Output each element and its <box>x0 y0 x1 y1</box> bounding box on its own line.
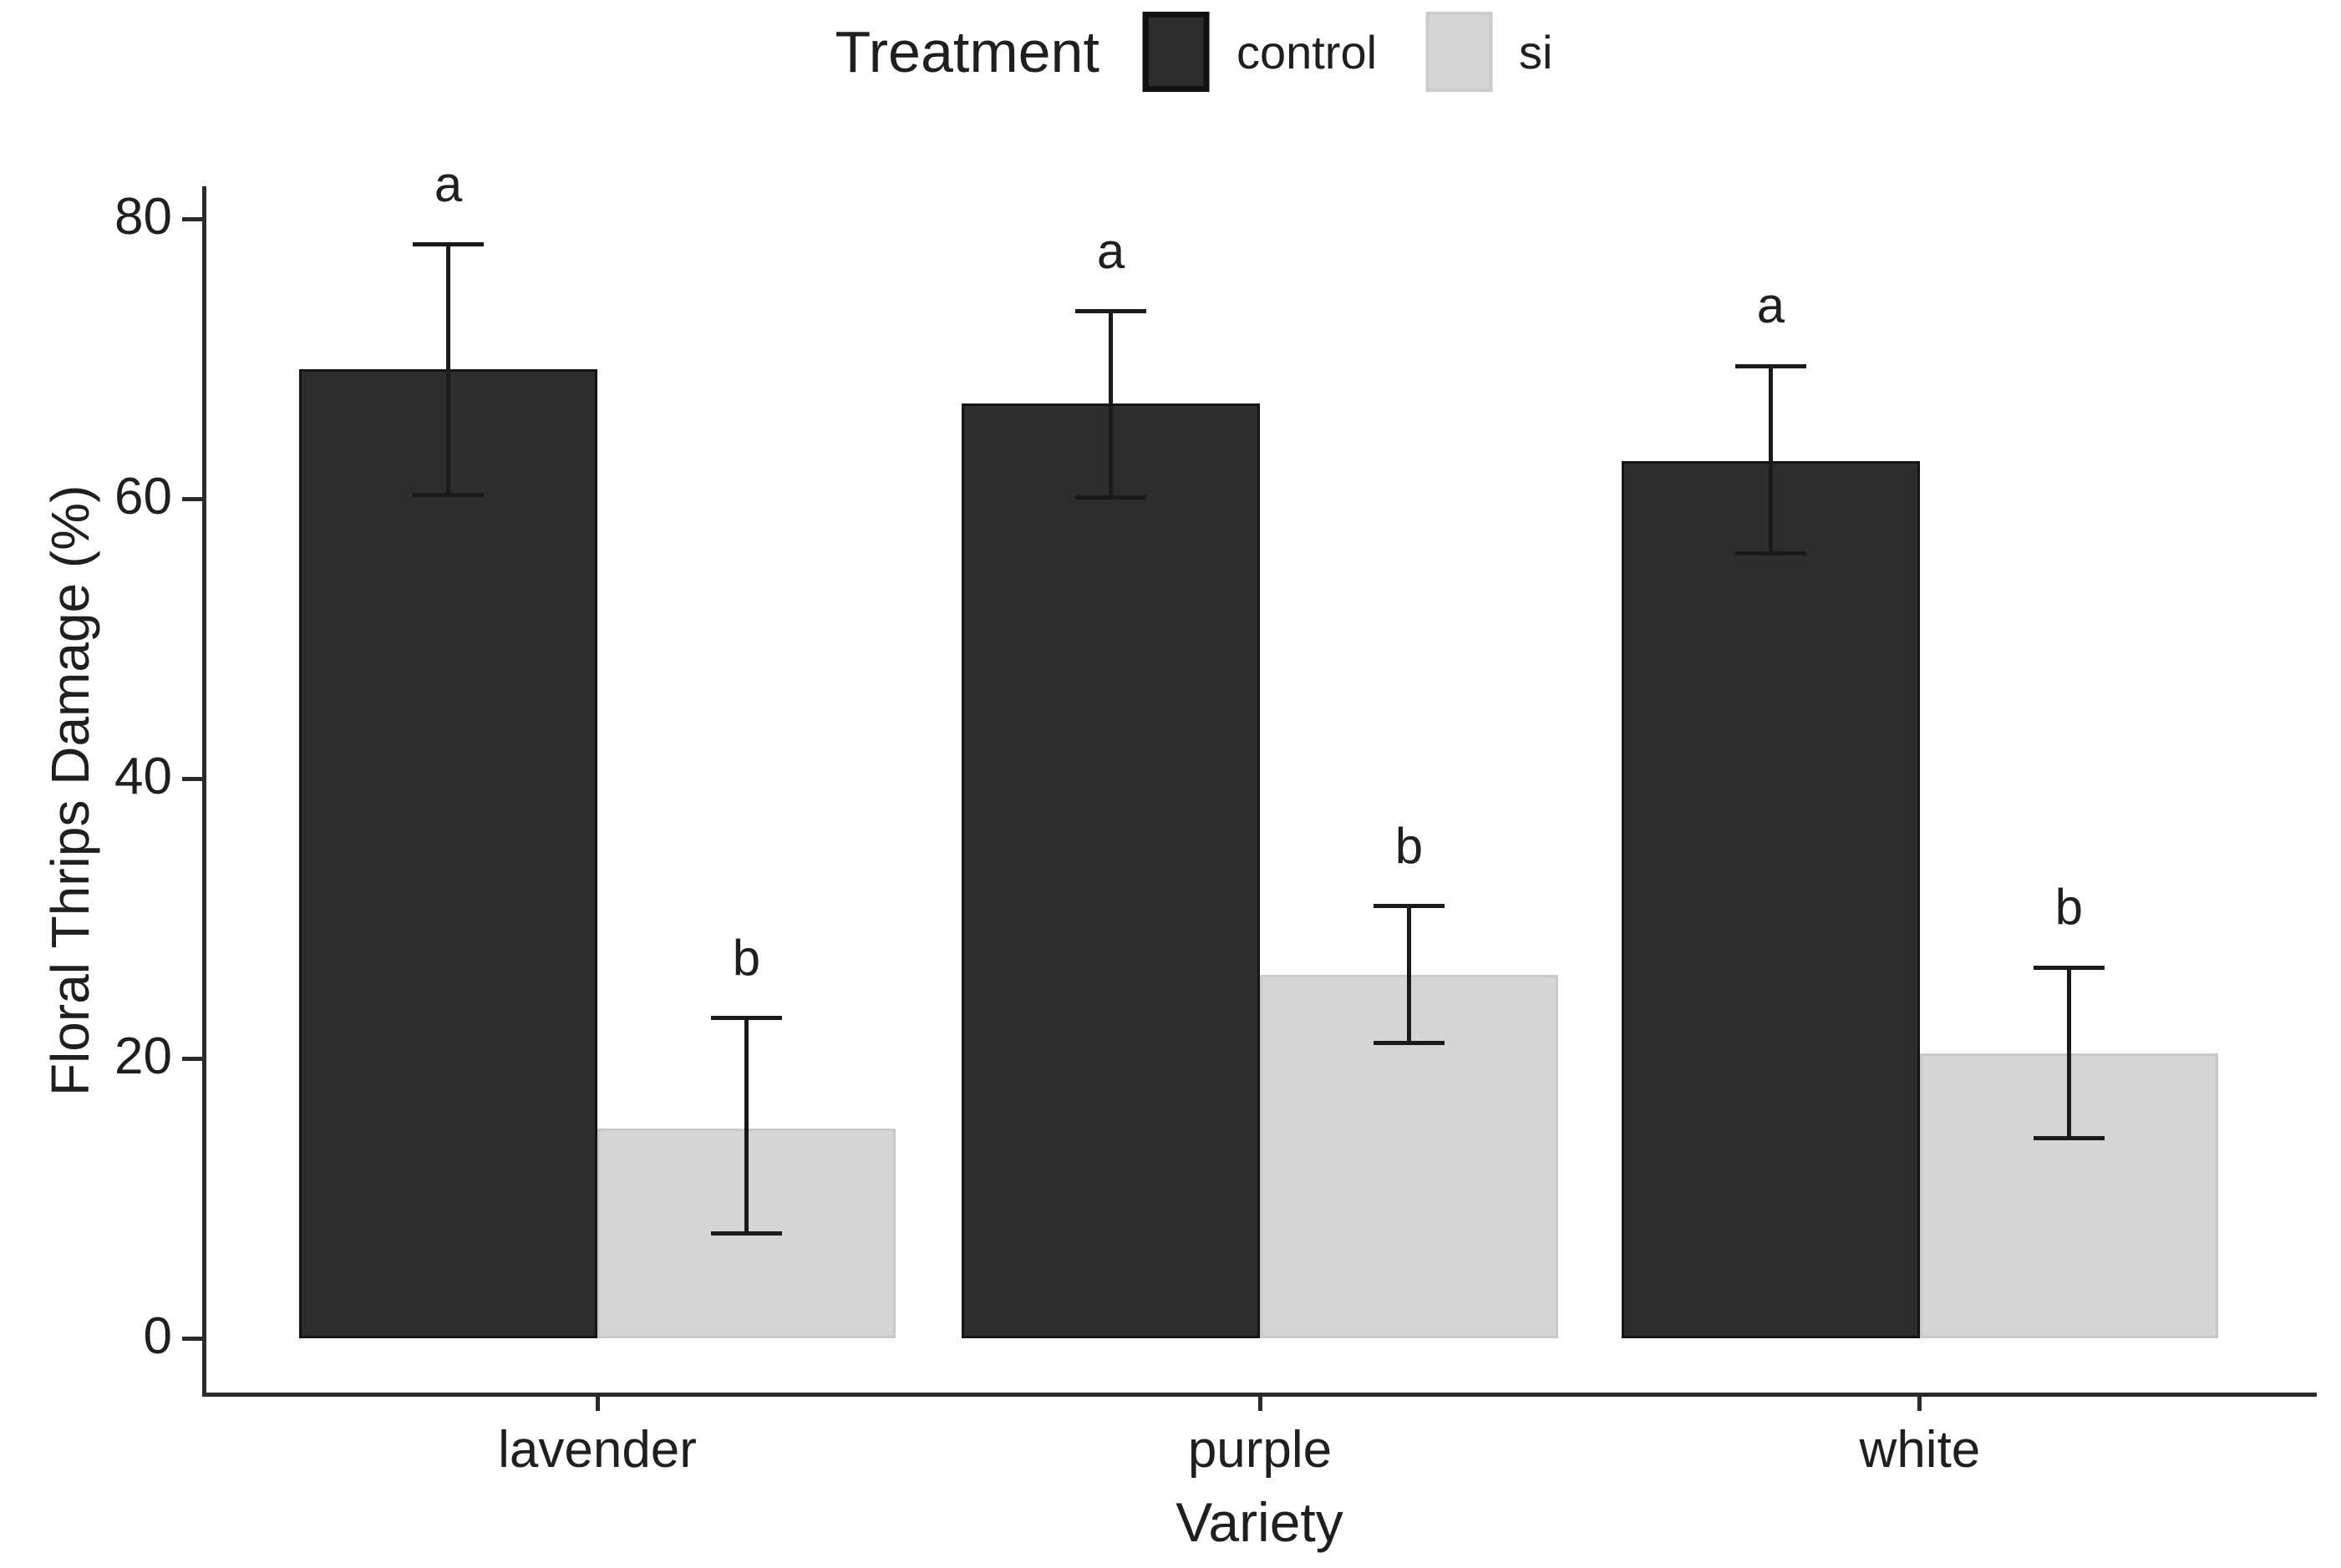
chart-legend: Treatment control si <box>835 12 1552 92</box>
error-bar-cap-top-control-white <box>1734 363 1806 368</box>
sig-letter-si-purple: b <box>1394 817 1424 874</box>
x-tick-lavender <box>595 1397 600 1411</box>
x-category-label-purple: purple <box>1187 1421 1333 1479</box>
legend-swatch-control-icon <box>1142 12 1210 92</box>
x-tick-white <box>1917 1397 1922 1411</box>
y-tick-label-80: 80 <box>114 188 172 246</box>
error-bar-line-control-white <box>1768 366 1773 554</box>
legend-swatch-si-icon <box>1425 12 1493 92</box>
x-category-label-lavender: lavender <box>498 1421 697 1479</box>
error-bar-cap-bottom-si-lavender <box>710 1231 782 1236</box>
error-bar-cap-top-si-white <box>2033 965 2105 970</box>
legend-label-si: si <box>1519 25 1553 79</box>
x-axis-title: Variety <box>1176 1491 1343 1553</box>
y-tick-label-60: 60 <box>114 468 172 526</box>
error-bar-line-si-white <box>2066 967 2071 1139</box>
legend-item-si: si <box>1425 12 1552 92</box>
error-bar-line-si-lavender <box>744 1017 749 1234</box>
sig-letter-control-white: a <box>1756 277 1785 334</box>
sig-letter-control-lavender: a <box>434 155 463 212</box>
legend-label-control: control <box>1236 25 1378 79</box>
y-tick-0 <box>182 1336 202 1341</box>
error-bar-cap-top-si-purple <box>1373 904 1445 909</box>
sig-letter-si-white: b <box>2054 879 2084 936</box>
y-axis-line <box>202 186 206 1397</box>
error-bar-cap-bottom-control-purple <box>1075 495 1147 500</box>
error-bar-cap-bottom-control-white <box>1734 551 1806 556</box>
plot-area: 0 20 40 60 80 lavender a b purple a b white a b <box>114 156 2317 1479</box>
error-bar-cap-top-control-purple <box>1075 309 1147 314</box>
error-bar-line-control-lavender <box>446 244 451 495</box>
error-bar-cap-bottom-si-purple <box>1373 1041 1445 1046</box>
sig-letter-si-lavender: b <box>732 929 761 986</box>
error-bar-cap-top-si-lavender <box>710 1016 782 1021</box>
x-category-label-white: white <box>1859 1421 1981 1479</box>
y-tick-60 <box>182 496 202 501</box>
legend-item-control: control <box>1142 12 1378 92</box>
sig-letter-control-purple: a <box>1096 222 1125 279</box>
legend-title: Treatment <box>835 19 1099 84</box>
y-tick-40 <box>182 776 202 781</box>
x-tick-purple <box>1257 1397 1262 1411</box>
x-axis-line <box>202 1393 2317 1397</box>
error-bar-line-si-purple <box>1406 906 1411 1043</box>
error-bar-cap-top-control-lavender <box>413 242 485 247</box>
error-bar-cap-bottom-si-white <box>2033 1136 2105 1141</box>
y-tick-label-40: 40 <box>114 748 172 806</box>
error-bar-cap-bottom-control-lavender <box>413 492 485 497</box>
y-tick-20 <box>182 1056 202 1061</box>
y-tick-label-0: 0 <box>143 1307 172 1366</box>
y-tick-label-20: 20 <box>114 1028 172 1086</box>
bar-control-lavender <box>299 368 598 1339</box>
error-bar-line-control-purple <box>1109 311 1114 498</box>
y-tick-80 <box>182 216 202 221</box>
bar-control-purple <box>962 403 1260 1339</box>
bar-control-white <box>1622 461 1920 1339</box>
